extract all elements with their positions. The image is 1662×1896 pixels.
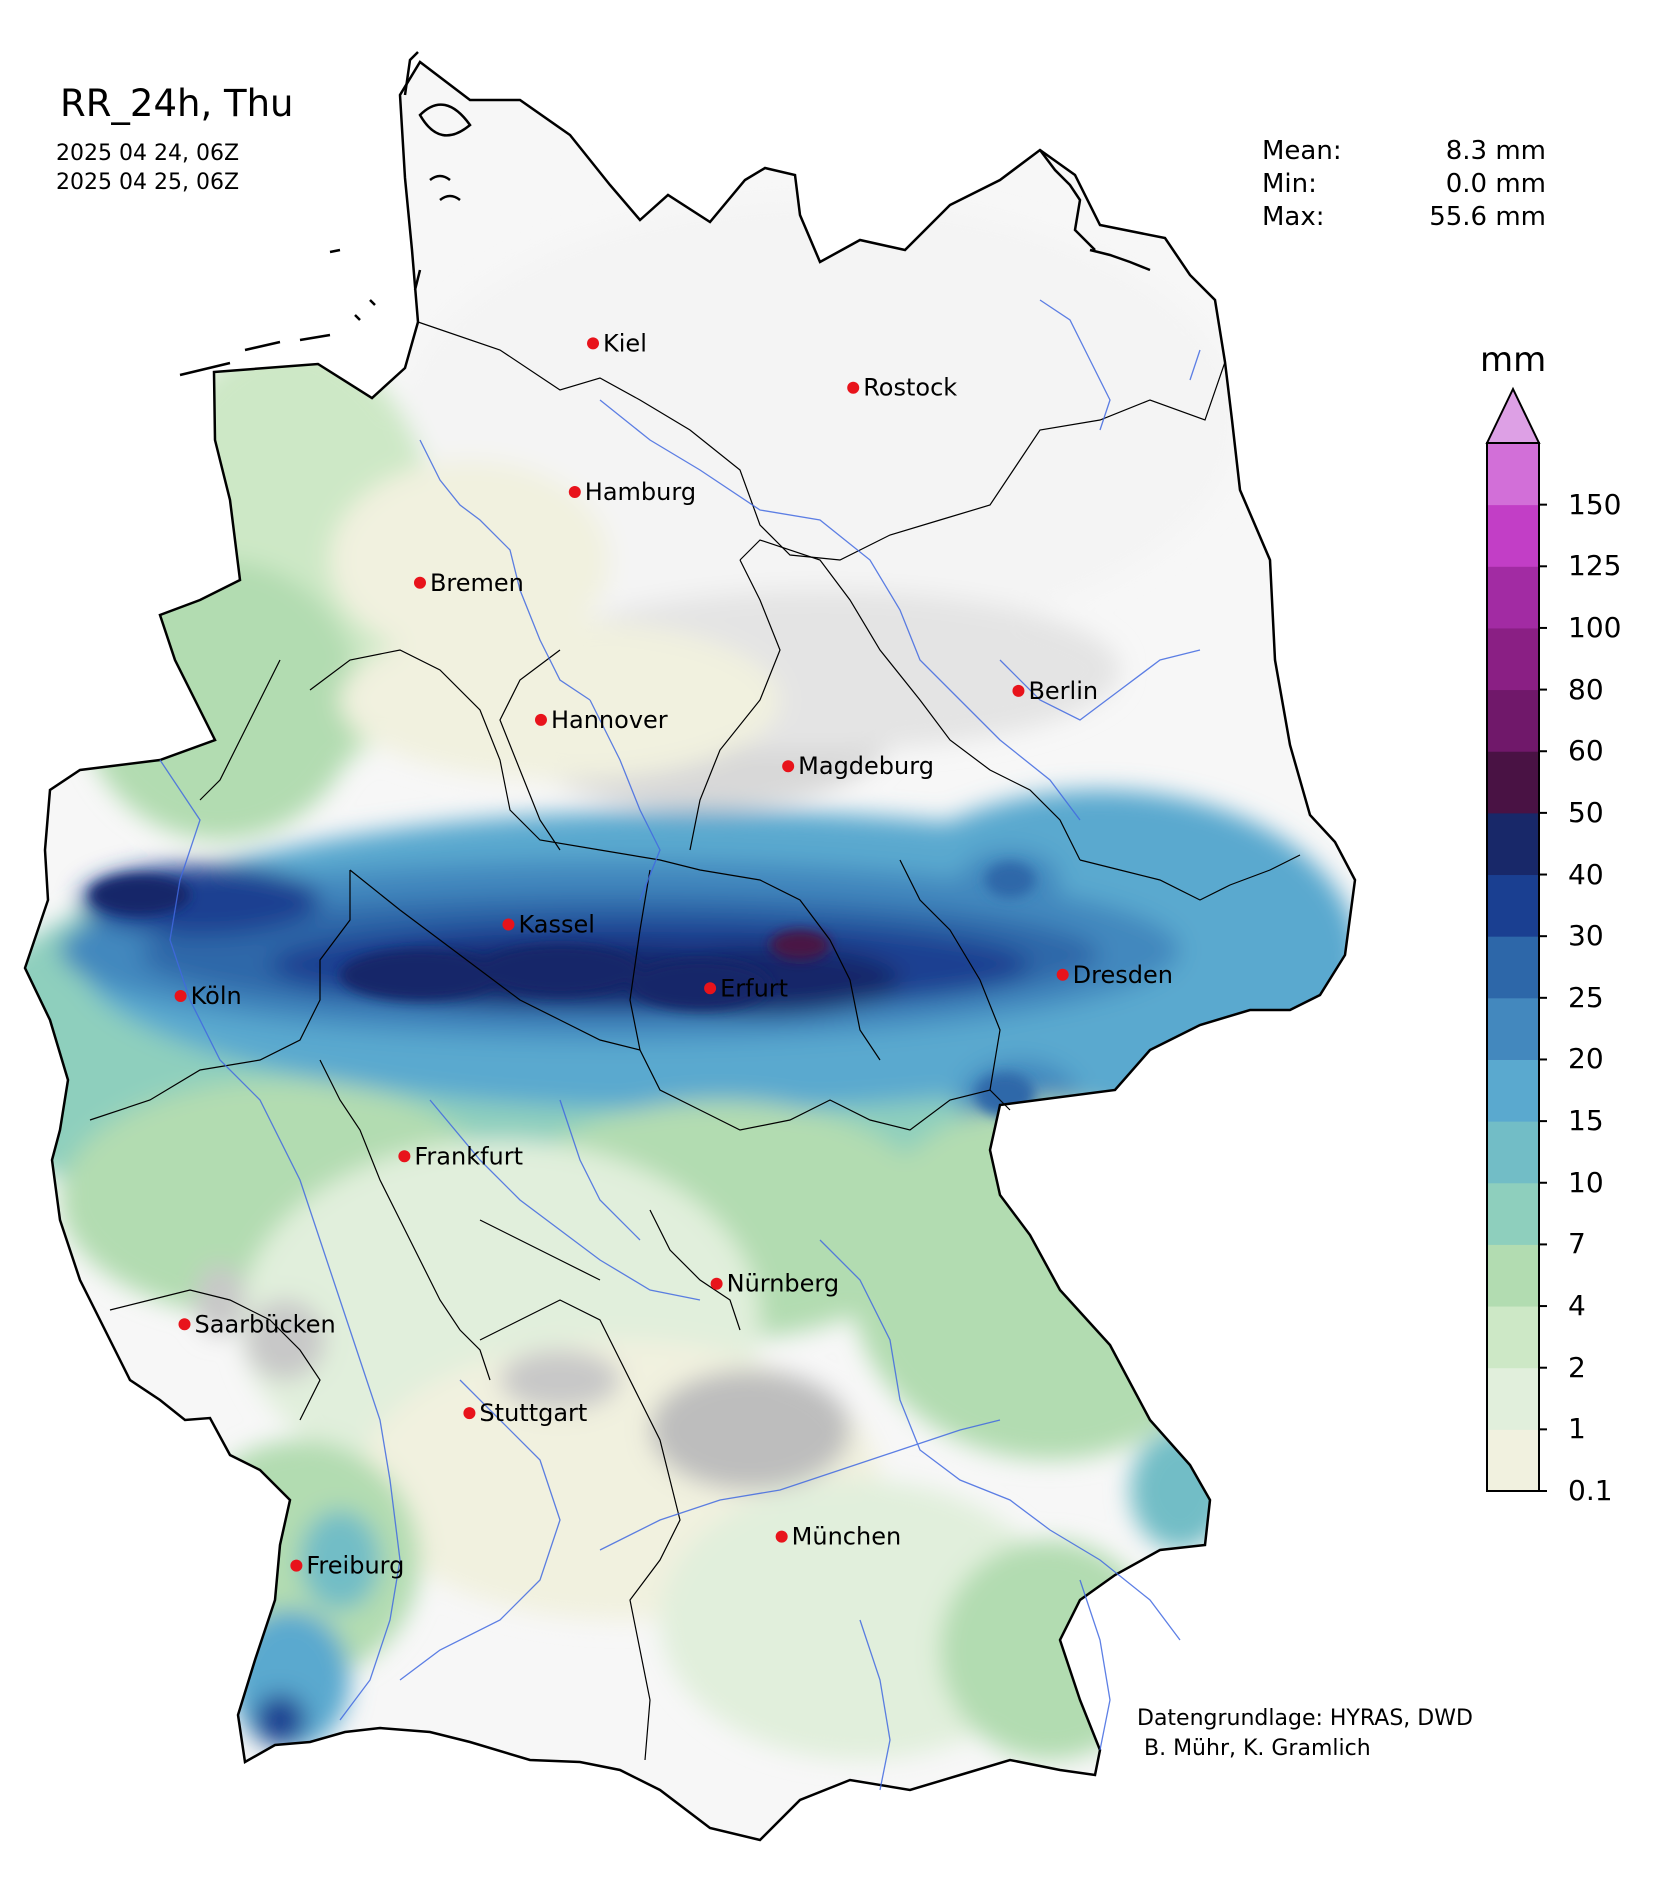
colorbar-segment (1487, 1367, 1539, 1430)
credit-source: Datengrundlage: HYRAS, DWD (1137, 1706, 1473, 1731)
colorbar-segment (1487, 1306, 1539, 1369)
colorbar-segment (1487, 874, 1539, 937)
colorbar-segment (1487, 936, 1539, 999)
city-marker (534, 713, 547, 726)
colorbar-segment (1487, 1059, 1539, 1122)
colorbar-tick-label: 25 (1568, 980, 1604, 1014)
colorbar-unit: mm (1480, 340, 1547, 380)
city-marker (174, 990, 187, 1002)
city-label: Stuttgart (479, 1399, 587, 1427)
city-label: Frankfurt (414, 1142, 523, 1170)
city-label: Nürnberg (727, 1270, 840, 1298)
colorbar-tick-label: 150 (1568, 487, 1622, 521)
city-marker (568, 486, 581, 499)
colorbar-tick-label: 10 (1568, 1165, 1604, 1199)
city-label: Köln (191, 982, 242, 1010)
stat-label: Min: (1262, 169, 1317, 199)
map-title: RR_24h, Thu (60, 82, 294, 125)
city-label: Kassel (518, 911, 594, 939)
colorbar-segment (1487, 627, 1539, 691)
colorbar-frame (1486, 442, 1540, 1492)
stat-value: 0.0 mm (1445, 169, 1546, 199)
colorbar-tick-label: 15 (1568, 1104, 1604, 1138)
colorbar-segment (1487, 1429, 1539, 1492)
stat-label: Mean: (1262, 136, 1342, 166)
state-borders (89, 321, 1301, 1761)
stat-label: Max: (1262, 202, 1325, 232)
colorbar-tick-label: 125 (1568, 549, 1622, 583)
stat-mean: Mean: 8.3 mm (1262, 135, 1546, 168)
city-marker (710, 1277, 723, 1290)
city-label: Kiel (603, 329, 647, 357)
colorbar-segment (1487, 1182, 1539, 1245)
city-marker (782, 760, 795, 773)
colorbar-segment (1487, 443, 1539, 506)
colorbar-tick-label: 4 (1568, 1289, 1586, 1323)
stat-value: 8.3 mm (1445, 136, 1546, 166)
colorbar-tick-label: 1 (1568, 1412, 1586, 1446)
city-label: Erfurt (720, 974, 788, 1002)
colorbar-tick-label: 30 (1568, 919, 1604, 953)
colorbar-segment (1487, 1121, 1539, 1184)
city-marker (1056, 968, 1069, 981)
colorbar-tick-label: 0.1 (1568, 1474, 1613, 1507)
date-start: 2025 04 24, 06Z (56, 141, 240, 166)
colorbar-tick-label: 2 (1568, 1350, 1586, 1384)
city-label: Saarbücken (195, 1310, 336, 1338)
city-label: Bremen (430, 569, 524, 597)
stat-value: 55.6 mm (1429, 202, 1546, 232)
city-markers: Kiel Rostock Hamburg Bremen Berlin Hannover Ma… (174, 329, 1173, 1580)
stats-panel: Mean: 8.3 mm Min: 0.0 mm Max: 55.6 mm (1262, 135, 1546, 234)
city-marker (463, 1407, 476, 1420)
city-marker (587, 337, 600, 350)
colorbar (1485, 386, 1547, 1492)
city-marker (290, 1559, 303, 1572)
colorbar-tick-label: 80 (1568, 672, 1604, 706)
stat-max: Max: 55.6 mm (1262, 201, 1546, 234)
rivers (159, 299, 1201, 1791)
city-label: Magdeburg (798, 752, 934, 780)
city-label: München (792, 1523, 902, 1551)
city-label: Hamburg (585, 478, 696, 506)
city-marker (502, 918, 515, 931)
city-label: Rostock (863, 374, 957, 402)
colorbar-segment (1487, 751, 1539, 814)
colorbar-tick-label: 20 (1568, 1042, 1604, 1076)
credit-authors: B. Mühr, K. Gramlich (1137, 1736, 1371, 1761)
colorbar-tick-label: 40 (1568, 857, 1604, 891)
colorbar-tick-label: 60 (1568, 734, 1604, 768)
colorbar-tick-label: 50 (1568, 795, 1604, 829)
city-marker (398, 1150, 411, 1163)
date-end: 2025 04 25, 06Z (56, 170, 240, 195)
colorbar-tick-label: 100 (1568, 610, 1622, 644)
colorbar-extend-arrow (1485, 386, 1541, 444)
city-label: Freiburg (306, 1552, 404, 1580)
city-marker (775, 1530, 788, 1543)
city-marker (178, 1318, 191, 1331)
colorbar-segment (1487, 812, 1539, 876)
city-marker (413, 576, 426, 589)
colorbar-segment (1487, 504, 1539, 567)
colorbar-tick-label: 7 (1568, 1227, 1586, 1261)
colorbar-segment (1487, 566, 1539, 629)
colorbar-segment (1487, 997, 1539, 1060)
city-marker (847, 381, 860, 394)
stat-min: Min: 0.0 mm (1262, 168, 1546, 201)
city-label: Hannover (551, 706, 668, 734)
city-marker (1012, 684, 1025, 697)
coastline-islands (179, 51, 1151, 377)
city-label: Dresden (1073, 961, 1173, 989)
city-label: Berlin (1028, 677, 1098, 705)
colorbar-segment (1487, 1244, 1539, 1307)
city-marker (704, 982, 717, 995)
colorbar-segment (1487, 689, 1539, 752)
